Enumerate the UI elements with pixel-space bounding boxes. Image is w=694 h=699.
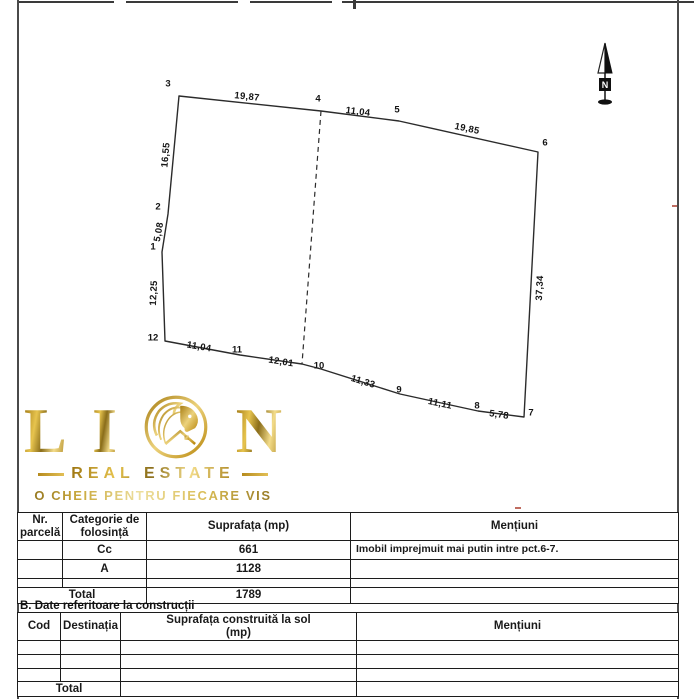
logo-letter: N bbox=[235, 395, 282, 466]
top-border-segment bbox=[18, 1, 114, 3]
logo-subtitle-row: REAL ESTATE bbox=[22, 465, 284, 483]
top-border-segment bbox=[342, 1, 694, 3]
top-border-segment bbox=[250, 1, 332, 3]
vertex-label: 4 bbox=[315, 93, 321, 105]
scan-mark bbox=[672, 205, 677, 207]
edge-length-label: 37,34 bbox=[533, 275, 547, 301]
north-letter: N bbox=[602, 80, 609, 90]
parcel-table: Nr. parcelă Categorie de folosință Supra… bbox=[17, 512, 679, 604]
cadastral-sketch: 3 4 5 6 7 8 9 10 11 12 1 2 19,87 11,04 1… bbox=[147, 78, 548, 422]
lion-logo: L I N REAL ESTATE bbox=[22, 393, 284, 503]
cell-destinatia bbox=[60, 654, 121, 669]
total-label: Total bbox=[17, 681, 121, 697]
edge-length-label: 12,25 bbox=[147, 280, 161, 306]
cell-mentiuni bbox=[350, 559, 679, 579]
logo-letter: I bbox=[92, 395, 117, 466]
vertex-label: 8 bbox=[474, 400, 480, 412]
table-row bbox=[17, 668, 679, 682]
top-border-tick bbox=[353, 0, 356, 9]
total-row: Total 1789 bbox=[17, 587, 679, 604]
constructions-table: Cod Destinația Suprafața construită la s… bbox=[17, 612, 679, 697]
vertex-label: 3 bbox=[165, 78, 171, 90]
logo-letter: L bbox=[24, 395, 67, 466]
vertex-label: 10 bbox=[313, 360, 325, 372]
north-arrow-icon: N bbox=[597, 42, 613, 105]
table-row bbox=[17, 640, 679, 655]
col-header-nr-parcela: Nr. parcelă bbox=[17, 512, 63, 541]
left-dash bbox=[38, 472, 65, 476]
cell-mentiuni: Imobil imprejmuit mai putin intre pct.6-… bbox=[350, 540, 679, 560]
vertex-label: 2 bbox=[155, 201, 161, 213]
cell-mentiuni bbox=[350, 587, 679, 604]
logo-tagline: O CHEIE PENTRU FIECARE VIS bbox=[22, 488, 284, 503]
total-value: 1789 bbox=[146, 587, 351, 604]
cell-mentiuni bbox=[356, 668, 679, 682]
header-line2: (mp) bbox=[226, 626, 251, 639]
vertex-label: 6 bbox=[542, 137, 548, 149]
lion-head-icon bbox=[145, 395, 208, 459]
cell-categorie bbox=[62, 578, 147, 588]
cell-suprafata bbox=[120, 654, 357, 669]
vertex-label: 1 bbox=[150, 241, 156, 253]
edge-length-label: 16,55 bbox=[159, 141, 173, 169]
logo-subtitle: REAL ESTATE bbox=[71, 465, 235, 482]
total-value bbox=[120, 681, 357, 697]
col-header-destinatia: Destinația bbox=[60, 612, 121, 641]
cell-nr bbox=[17, 578, 63, 588]
vertex-label: 12 bbox=[147, 332, 159, 344]
vertex-label: 9 bbox=[396, 384, 402, 396]
vertex-label: 11 bbox=[231, 344, 243, 356]
cell-cod bbox=[17, 668, 61, 682]
table-row: Cc 661 Imobil imprejmuit mai putin intre… bbox=[17, 540, 679, 560]
top-border-segment bbox=[126, 1, 238, 3]
cell-cod bbox=[17, 640, 61, 655]
cell-destinatia bbox=[60, 668, 121, 682]
vertex-label: 7 bbox=[528, 407, 534, 419]
right-dash bbox=[241, 472, 268, 476]
cell-suprafata bbox=[120, 668, 357, 682]
col-header-mentiuni: Mențiuni bbox=[350, 512, 679, 541]
total-label: Total bbox=[17, 587, 147, 604]
col-header-suprafata: Suprafața (mp) bbox=[146, 512, 351, 541]
vertex-label: 5 bbox=[394, 104, 400, 116]
cell-suprafata bbox=[120, 640, 357, 655]
col-header-suprafata-construita: Suprafața construită la sol (mp) bbox=[120, 612, 357, 641]
scan-mark bbox=[515, 507, 521, 509]
section-b-title: B. Date referitoare la construcții bbox=[20, 600, 195, 612]
cell-nr bbox=[17, 540, 63, 560]
cell-suprafata: 661 bbox=[146, 540, 351, 560]
cell-categorie: A bbox=[62, 559, 147, 579]
cell-mentiuni bbox=[356, 654, 679, 669]
right-border bbox=[677, 0, 679, 699]
plot-divider-dashed-line bbox=[301, 110, 322, 365]
col-header-categorie: Categorie de folosință bbox=[62, 512, 147, 541]
left-border bbox=[17, 0, 19, 699]
cell-cod bbox=[17, 654, 61, 669]
logo-wordmark: L I N bbox=[22, 393, 284, 466]
col-header-cod: Cod bbox=[17, 612, 61, 641]
header-line1: Suprafața construită la sol bbox=[166, 613, 311, 626]
plot-outline bbox=[161, 95, 539, 418]
table-row bbox=[17, 578, 679, 588]
cell-destinatia bbox=[60, 640, 121, 655]
col-header-mentiuni-b: Mențiuni bbox=[356, 612, 679, 641]
total-row: Total bbox=[17, 681, 679, 697]
cell-suprafata bbox=[146, 578, 351, 588]
cell-mentiuni bbox=[350, 578, 679, 588]
cell-suprafata: 1128 bbox=[146, 559, 351, 579]
cell-nr bbox=[17, 559, 63, 579]
cell-mentiuni bbox=[356, 640, 679, 655]
cell-mentiuni bbox=[356, 681, 679, 697]
table-row: A 1128 bbox=[17, 559, 679, 579]
table-row bbox=[17, 654, 679, 669]
cell-categorie: Cc bbox=[62, 540, 147, 560]
